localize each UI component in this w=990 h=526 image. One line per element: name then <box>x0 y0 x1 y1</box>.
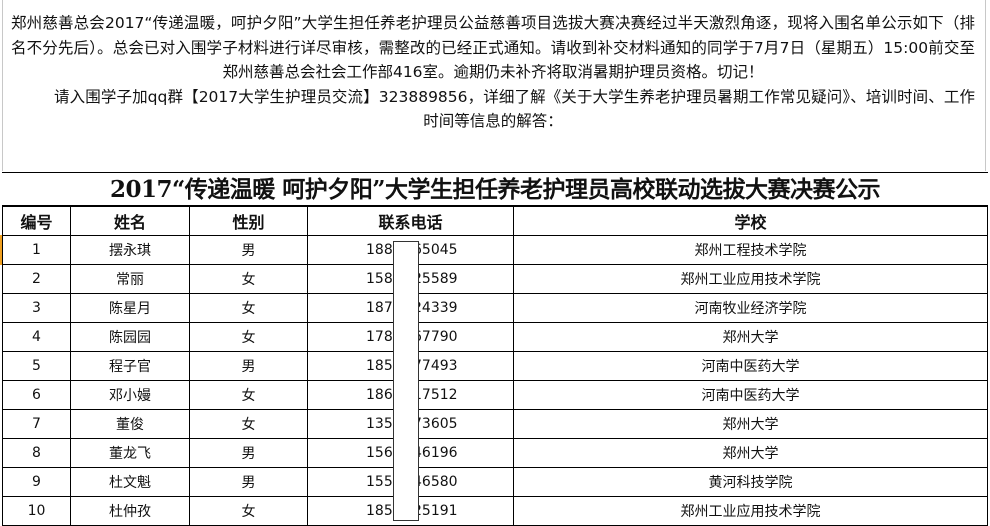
cell-gender[interactable]: 男 <box>189 235 308 265</box>
phone-redaction-box <box>393 241 419 521</box>
table-row: 1 摆永琪男 188 65045 郑州工程技术学院 <box>2 235 988 265</box>
phone-suffix: 24339 <box>413 300 458 316</box>
cell-school[interactable]: 郑州工业应用技术学院 <box>513 264 988 294</box>
cell-number[interactable]: 7 <box>2 409 71 439</box>
phone-prefix: 187 <box>366 300 393 316</box>
cell-name[interactable]: 董龙飞 <box>70 438 190 468</box>
phone-suffix: 17512 <box>413 387 458 403</box>
phone-prefix: 185 <box>366 503 393 519</box>
phone-prefix: 158 <box>366 271 393 287</box>
cell-number[interactable]: 3 <box>2 293 71 323</box>
active-row-marker <box>0 235 2 265</box>
cell-school[interactable]: 郑州工业应用技术学院 <box>513 496 988 526</box>
cell-name[interactable]: 杜文魁 <box>70 467 190 497</box>
notice-text: 郑州慈善总会2017“传递温暖，呵护夕阳”大学生担任养老护理员公益慈善项目选拔大… <box>2 0 986 171</box>
phone-suffix: 25589 <box>413 271 458 287</box>
cell-school[interactable]: 黄河科技学院 <box>513 467 988 497</box>
table-row: 5 程子官男 185 77493 河南中医药大学 <box>2 351 988 381</box>
cell-name[interactable]: 陈园园 <box>70 322 190 352</box>
cell-name[interactable]: 常丽 <box>70 264 190 294</box>
phone-prefix: 186 <box>366 387 393 403</box>
phone-prefix: 188 <box>366 242 393 258</box>
cell-gender[interactable]: 女 <box>189 322 308 352</box>
phone-suffix: 25191 <box>413 503 458 519</box>
phone-suffix: 46580 <box>413 474 458 490</box>
cell-number[interactable]: 6 <box>2 380 71 410</box>
cell-school[interactable]: 郑州大学 <box>513 438 988 468</box>
cell-number[interactable]: 10 <box>2 496 71 526</box>
table-row: 9 杜文魁男 155 46580 黄河科技学院 <box>2 467 988 497</box>
column-header-phone[interactable]: 联系电话 <box>307 206 514 236</box>
phone-suffix: 46196 <box>413 445 458 461</box>
cell-name[interactable]: 陈星月 <box>70 293 190 323</box>
phone-suffix: 67790 <box>413 329 458 345</box>
cell-number[interactable]: 2 <box>2 264 71 294</box>
cell-name[interactable]: 董俊 <box>70 409 190 439</box>
cell-gender[interactable]: 男 <box>189 467 308 497</box>
cell-gender[interactable]: 女 <box>189 293 308 323</box>
phone-prefix: 156 <box>366 445 393 461</box>
notice-paragraph-2: 请入围学子加qq群【2017大学生护理员交流】323889856，详细了解《关于… <box>54 87 975 131</box>
cell-gender[interactable]: 女 <box>189 264 308 294</box>
phone-prefix: 185 <box>366 358 393 374</box>
phone-suffix: 73605 <box>413 416 458 432</box>
phone-prefix: 178 <box>366 329 393 345</box>
table-row: 7 董俊女 135 73605 郑州大学 <box>2 409 988 439</box>
cell-gender[interactable]: 男 <box>189 351 308 381</box>
phone-suffix: 65045 <box>413 242 458 258</box>
table-row: 6 邓小嫚女 186 17512 河南中医药大学 <box>2 380 988 410</box>
results-table: 编号 姓名 性别 联系电话 学校 1 摆永琪男 188 65045 郑州工程技术学院 2 常… <box>2 206 988 526</box>
phone-prefix: 135 <box>366 416 393 432</box>
table-row: 8 董龙飞男 156 46196 郑州大学 <box>2 438 988 468</box>
cell-school[interactable]: 郑州工程技术学院 <box>513 235 988 265</box>
cell-number[interactable]: 1 <box>2 235 71 265</box>
cell-number[interactable]: 5 <box>2 351 71 381</box>
cell-name[interactable]: 摆永琪 <box>70 235 190 265</box>
cell-gender[interactable]: 男 <box>189 438 308 468</box>
phone-prefix: 155 <box>366 474 393 490</box>
cell-school[interactable]: 郑州大学 <box>513 409 988 439</box>
cell-gender[interactable]: 女 <box>189 409 308 439</box>
table-row: 3 陈星月女 187 24339 河南牧业经济学院 <box>2 293 988 323</box>
notice-paragraph-1: 郑州慈善总会2017“传递温暖，呵护夕阳”大学生担任养老护理员公益慈善项目选拔大… <box>11 14 975 81</box>
cell-name[interactable]: 邓小嫚 <box>70 380 190 410</box>
cell-school[interactable]: 河南中医药大学 <box>513 380 988 410</box>
cell-gender[interactable]: 女 <box>189 496 308 526</box>
cell-school[interactable]: 河南牧业经济学院 <box>513 293 988 323</box>
phone-suffix: 77493 <box>413 358 458 374</box>
table-row: 10 杜仲孜女 185 25191 郑州工业应用技术学院 <box>2 496 988 526</box>
cell-name[interactable]: 程子官 <box>70 351 190 381</box>
column-header-gender[interactable]: 性别 <box>189 206 308 236</box>
column-header-number[interactable]: 编号 <box>2 206 71 236</box>
column-header-school[interactable]: 学校 <box>513 206 988 236</box>
sheet-title: 2017“传递温暖 呵护夕阳”大学生担任养老护理员高校联动选拔大赛决赛公示 <box>2 172 988 206</box>
table-header-row: 编号 姓名 性别 联系电话 学校 <box>2 206 988 236</box>
cell-gender[interactable]: 女 <box>189 380 308 410</box>
table-row: 4 陈园园女 178 67790 郑州大学 <box>2 322 988 352</box>
column-header-name[interactable]: 姓名 <box>70 206 190 236</box>
cell-name[interactable]: 杜仲孜 <box>70 496 190 526</box>
cell-school[interactable]: 郑州大学 <box>513 322 988 352</box>
cell-number[interactable]: 4 <box>2 322 71 352</box>
cell-school[interactable]: 河南中医药大学 <box>513 351 988 381</box>
table-row: 2 常丽女 158 25589 郑州工业应用技术学院 <box>2 264 988 294</box>
cell-number[interactable]: 9 <box>2 467 71 497</box>
cell-number[interactable]: 8 <box>2 438 71 468</box>
